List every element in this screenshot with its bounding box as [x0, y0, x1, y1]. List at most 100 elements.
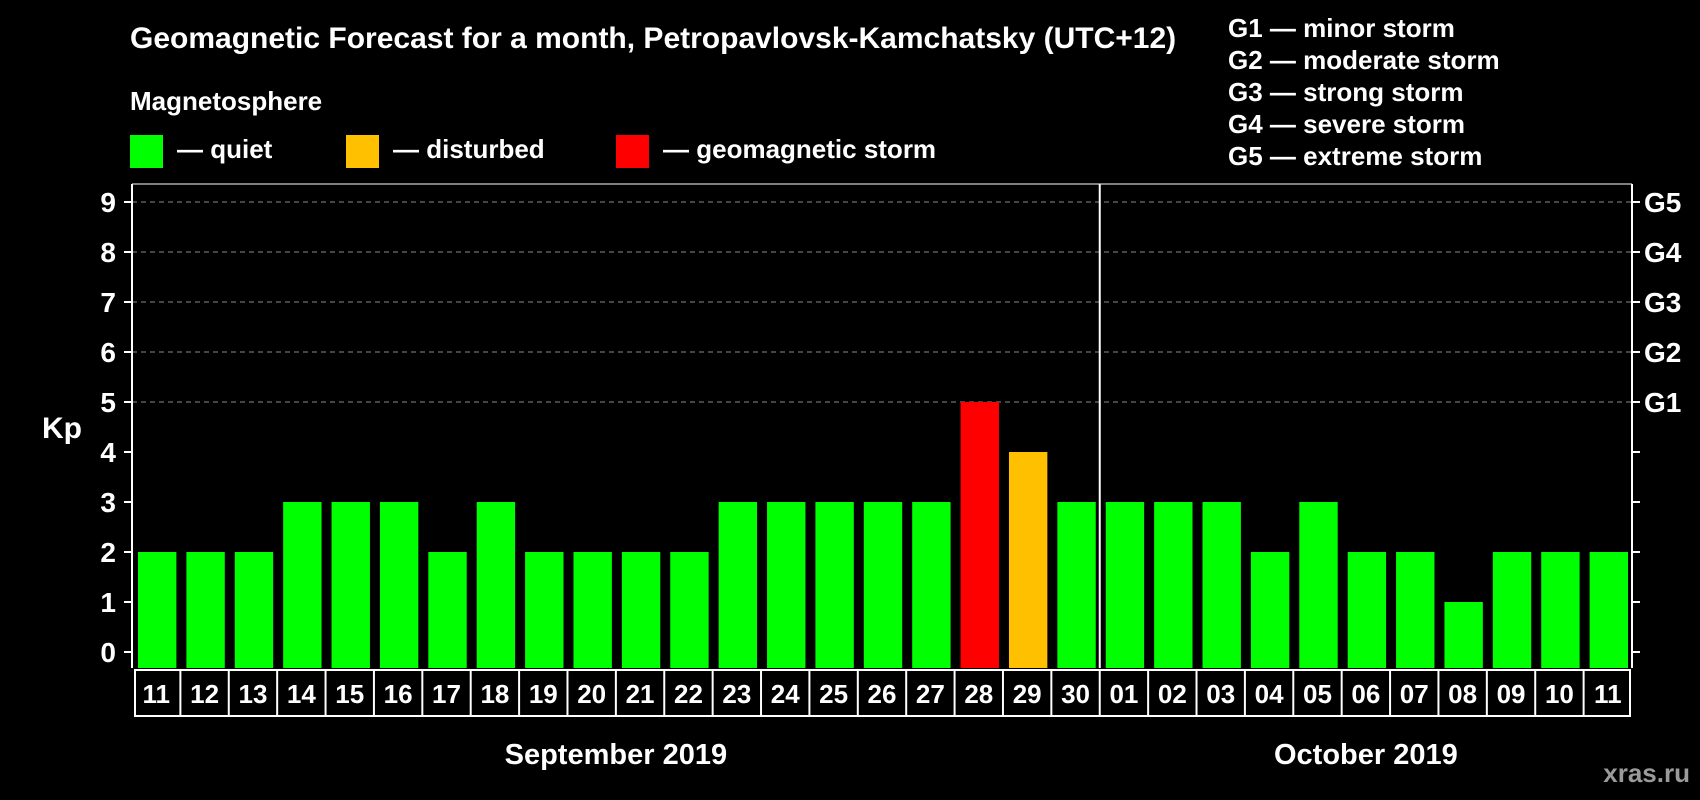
day-label-15: 26	[868, 679, 897, 709]
day-label-22: 03	[1206, 679, 1235, 709]
storm-level-label-g4: G4	[1644, 237, 1682, 268]
day-label-30: 11	[1594, 679, 1622, 709]
day-label-17: 28	[964, 679, 993, 709]
day-label-2: 13	[239, 679, 268, 709]
legend-label-2: — geomagnetic storm	[663, 134, 936, 164]
y-tick-label-5: 5	[100, 387, 116, 418]
day-label-14: 25	[819, 679, 848, 709]
y-axis-label: Kp	[42, 412, 82, 445]
day-label-16: 27	[916, 679, 945, 709]
legend-swatch-2	[616, 135, 649, 168]
bar-15	[863, 502, 903, 668]
day-label-27: 08	[1448, 679, 1477, 709]
bar-4	[331, 502, 370, 668]
day-label-10: 21	[626, 679, 655, 709]
y-tick-label-4: 4	[100, 437, 116, 468]
day-labels: 11 12 13 14 15 16 17 18 19 20 21 22 23 24 25 26 27 28 29 30…	[134, 669, 1631, 717]
axes	[124, 183, 1640, 668]
y-tick-label-9: 9	[100, 187, 116, 218]
day-label-12: 23	[722, 679, 751, 709]
day-label-6: 17	[432, 679, 461, 709]
legend-swatch-0	[130, 135, 163, 168]
bar-25	[1347, 552, 1387, 668]
day-label-29: 10	[1545, 679, 1574, 709]
y-tick-label-0: 0	[100, 637, 116, 668]
legend-swatch-1	[346, 135, 379, 168]
bar-10	[621, 552, 661, 668]
storm-scale-item-3: G4 — severe storm	[1228, 109, 1465, 139]
bar-19	[1057, 502, 1096, 668]
storm-level-label-g3: G3	[1644, 287, 1681, 318]
day-label-26: 07	[1400, 679, 1429, 709]
chart-title: Geomagnetic Forecast for a month, Petrop…	[130, 22, 1176, 55]
day-label-18: 29	[1013, 679, 1042, 709]
bar-26	[1396, 552, 1435, 668]
bars	[138, 402, 1628, 668]
month-label-1: October 2019	[1274, 739, 1458, 771]
watermark: xras.ru	[1603, 758, 1690, 788]
day-label-3: 14	[287, 679, 316, 709]
day-label-19: 30	[1061, 679, 1090, 709]
day-label-21: 02	[1158, 679, 1187, 709]
bar-5	[379, 502, 419, 668]
y-tick-label-7: 7	[100, 287, 116, 318]
bar-27	[1444, 602, 1483, 668]
bar-7	[476, 502, 516, 668]
bar-20	[1105, 502, 1145, 668]
bar-23	[1250, 552, 1290, 668]
bar-8	[525, 552, 564, 668]
y-tick-label-3: 3	[100, 487, 116, 518]
bar-28	[1492, 552, 1532, 668]
day-label-8: 19	[529, 679, 558, 709]
legend-label-1: — disturbed	[393, 134, 545, 164]
storm-scale-item-1: G2 — moderate storm	[1228, 45, 1500, 75]
day-label-7: 18	[480, 679, 509, 709]
legend-heading: Magnetosphere	[130, 86, 322, 116]
day-label-28: 09	[1497, 679, 1526, 709]
grid-lines	[132, 201, 1632, 403]
bar-29	[1541, 552, 1580, 668]
storm-scale-item-2: G3 — strong storm	[1228, 77, 1463, 107]
legend: — quiet — disturbed — geomagnetic storm	[130, 134, 936, 168]
bar-14	[815, 502, 854, 668]
bar-13	[767, 502, 806, 668]
storm-scale-item-4: G5 — extreme storm	[1228, 141, 1482, 171]
day-label-24: 05	[1303, 679, 1332, 709]
day-label-9: 20	[577, 679, 606, 709]
y-tick-label-2: 2	[100, 537, 116, 568]
bar-22	[1202, 502, 1241, 668]
day-label-20: 01	[1109, 679, 1138, 709]
bar-1	[186, 552, 225, 668]
month-labels: September 2019 October 2019	[505, 739, 1458, 771]
day-labels-frame	[134, 669, 1631, 717]
day-label-13: 24	[771, 679, 800, 709]
day-label-4: 15	[335, 679, 364, 709]
day-label-0: 11	[142, 679, 170, 709]
day-label-1: 12	[190, 679, 219, 709]
bar-0	[138, 552, 177, 668]
storm-level-label-g5: G5	[1644, 187, 1681, 218]
bar-11	[670, 552, 709, 668]
bar-6	[428, 552, 467, 668]
y-tick-label-8: 8	[100, 237, 116, 268]
bar-2	[234, 552, 274, 668]
y-tick-label-6: 6	[100, 337, 116, 368]
storm-level-label-g1: G1	[1644, 387, 1681, 418]
y-tick-label-1: 1	[100, 587, 116, 618]
bar-18	[1008, 452, 1048, 668]
bar-24	[1299, 502, 1338, 668]
month-label-0: September 2019	[505, 739, 727, 771]
legend-label-0: — quiet	[177, 134, 273, 164]
bar-21	[1154, 502, 1193, 668]
day-label-25: 06	[1351, 679, 1380, 709]
bar-12	[718, 502, 758, 668]
storm-scale-item-0: G1 — minor storm	[1228, 13, 1455, 43]
day-label-11: 22	[674, 679, 703, 709]
day-label-5: 16	[384, 679, 413, 709]
bar-16	[912, 502, 951, 668]
storm-level-label-g2: G2	[1644, 337, 1681, 368]
bar-30	[1589, 552, 1628, 668]
bar-3	[283, 502, 322, 668]
